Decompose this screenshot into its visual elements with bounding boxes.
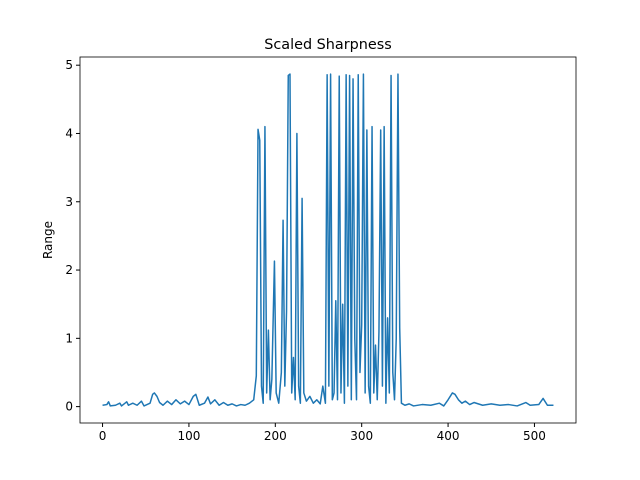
x-tick-label: 200 xyxy=(264,429,287,443)
chart-title: Scaled Sharpness xyxy=(264,37,392,53)
x-tick-label: 400 xyxy=(437,429,460,443)
y-tick-label: 2 xyxy=(65,263,73,277)
x-tick-label: 0 xyxy=(99,429,107,443)
y-tick-label: 4 xyxy=(65,126,73,140)
y-tick-label: 3 xyxy=(65,195,73,209)
x-tick-label: 100 xyxy=(177,429,200,443)
x-tick-label: 300 xyxy=(350,429,373,443)
y-axis-label: Range xyxy=(41,221,55,259)
y-tick-label: 1 xyxy=(65,331,73,345)
y-tick-label: 0 xyxy=(65,400,73,414)
y-tick-label: 5 xyxy=(65,58,73,72)
plot-frame xyxy=(79,56,577,424)
x-tick-label: 500 xyxy=(523,429,546,443)
data-line xyxy=(102,73,554,407)
